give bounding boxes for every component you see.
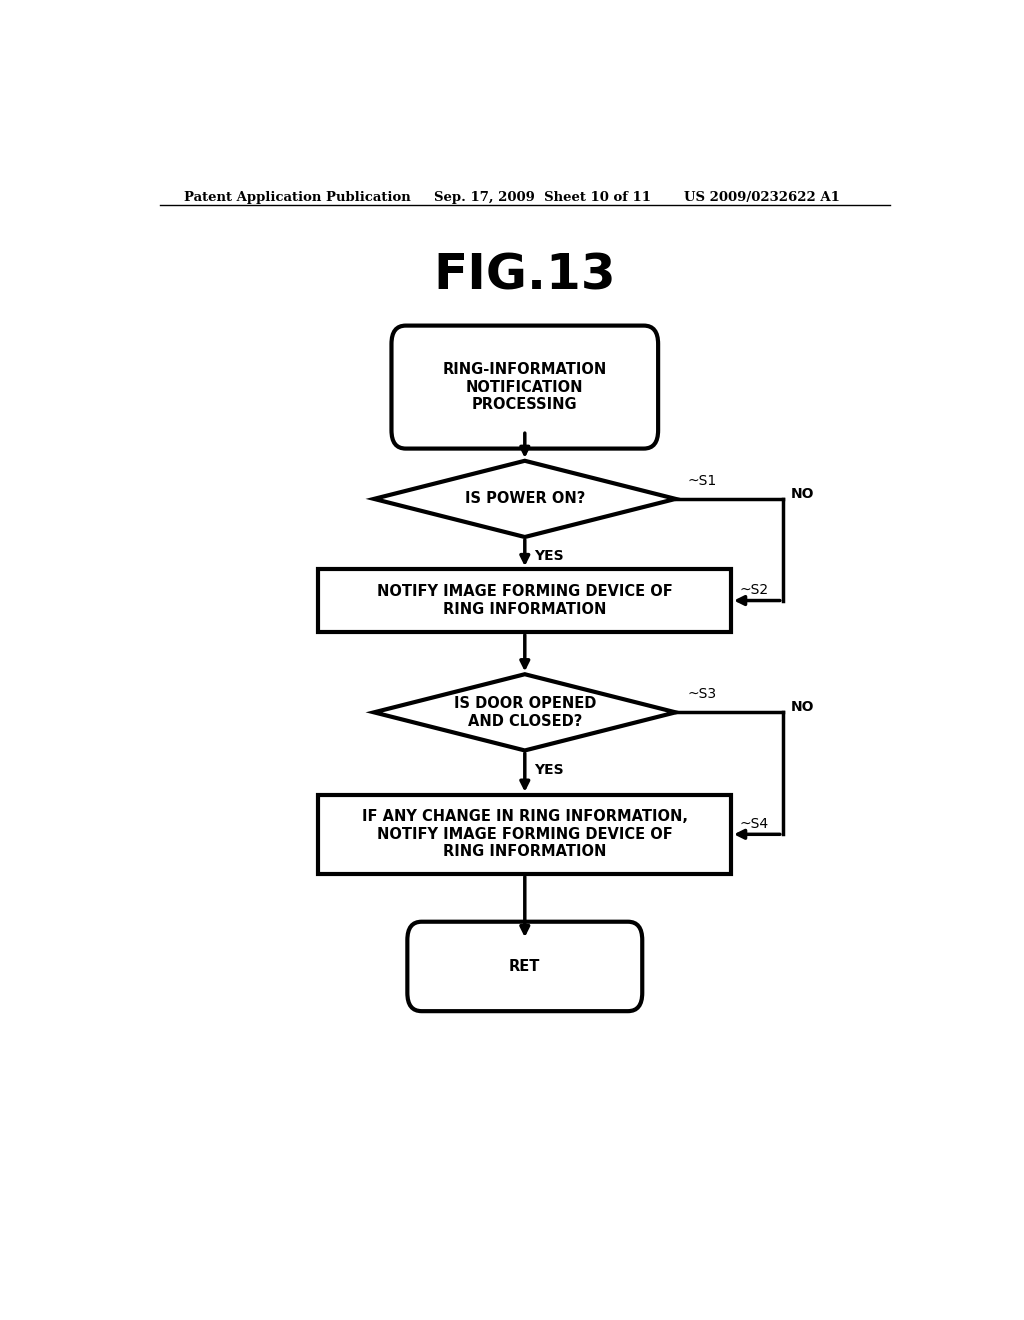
Text: NO: NO: [791, 487, 814, 500]
Text: Patent Application Publication: Patent Application Publication: [183, 191, 411, 205]
Text: YES: YES: [535, 763, 564, 776]
FancyBboxPatch shape: [391, 326, 658, 449]
Text: ~S4: ~S4: [739, 817, 768, 832]
Bar: [318, 569, 731, 632]
Text: ~S2: ~S2: [739, 583, 768, 598]
Text: IF ANY CHANGE IN RING INFORMATION,
NOTIFY IMAGE FORMING DEVICE OF
RING INFORMATI: IF ANY CHANGE IN RING INFORMATION, NOTIF…: [361, 809, 688, 859]
Text: ~S1: ~S1: [687, 474, 717, 487]
Text: FIG.13: FIG.13: [433, 251, 616, 300]
Text: RING-INFORMATION
NOTIFICATION
PROCESSING: RING-INFORMATION NOTIFICATION PROCESSING: [442, 362, 607, 412]
Polygon shape: [374, 675, 676, 751]
Text: IS DOOR OPENED
AND CLOSED?: IS DOOR OPENED AND CLOSED?: [454, 696, 596, 729]
FancyBboxPatch shape: [408, 921, 642, 1011]
Text: NO: NO: [791, 700, 814, 714]
Polygon shape: [374, 461, 676, 537]
Text: YES: YES: [535, 549, 564, 564]
Text: RET: RET: [509, 958, 541, 974]
Text: NOTIFY IMAGE FORMING DEVICE OF
RING INFORMATION: NOTIFY IMAGE FORMING DEVICE OF RING INFO…: [377, 585, 673, 616]
Text: ~S3: ~S3: [687, 686, 717, 701]
Bar: [318, 795, 731, 874]
Text: Sep. 17, 2009  Sheet 10 of 11: Sep. 17, 2009 Sheet 10 of 11: [433, 191, 650, 205]
Text: IS POWER ON?: IS POWER ON?: [465, 491, 585, 507]
Text: US 2009/0232622 A1: US 2009/0232622 A1: [684, 191, 840, 205]
